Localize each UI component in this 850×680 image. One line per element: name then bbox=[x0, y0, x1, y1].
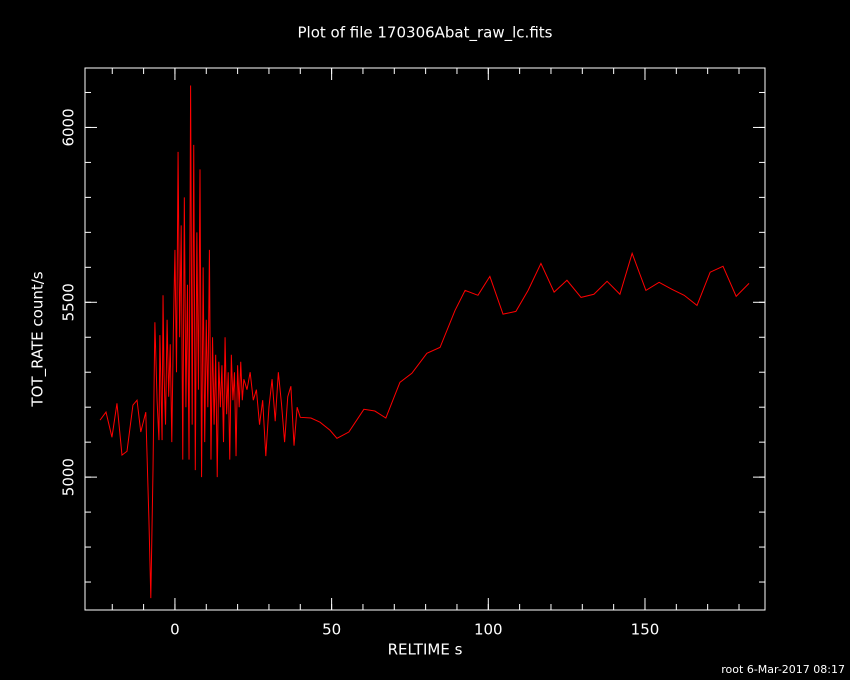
footer: root 6-Mar-2017 08:17 bbox=[721, 663, 845, 676]
y-tick-label: 6000 bbox=[60, 108, 78, 146]
y-axis-label: TOT_RATE count/s bbox=[29, 271, 48, 407]
chart-title: Plot of file 170306Abat_raw_lc.fits bbox=[298, 24, 553, 43]
light-curve bbox=[99, 85, 750, 599]
x-tick-label: 100 bbox=[474, 621, 503, 639]
plot-frame bbox=[84, 67, 766, 611]
y-tick-label: 5000 bbox=[60, 458, 78, 496]
x-tick-label: 50 bbox=[322, 621, 341, 639]
x-axis-label: RELTIME s bbox=[388, 641, 463, 659]
y-tick-label: 5500 bbox=[60, 283, 78, 321]
x-tick-label: 150 bbox=[631, 621, 660, 639]
x-tick-label: 0 bbox=[170, 621, 180, 639]
